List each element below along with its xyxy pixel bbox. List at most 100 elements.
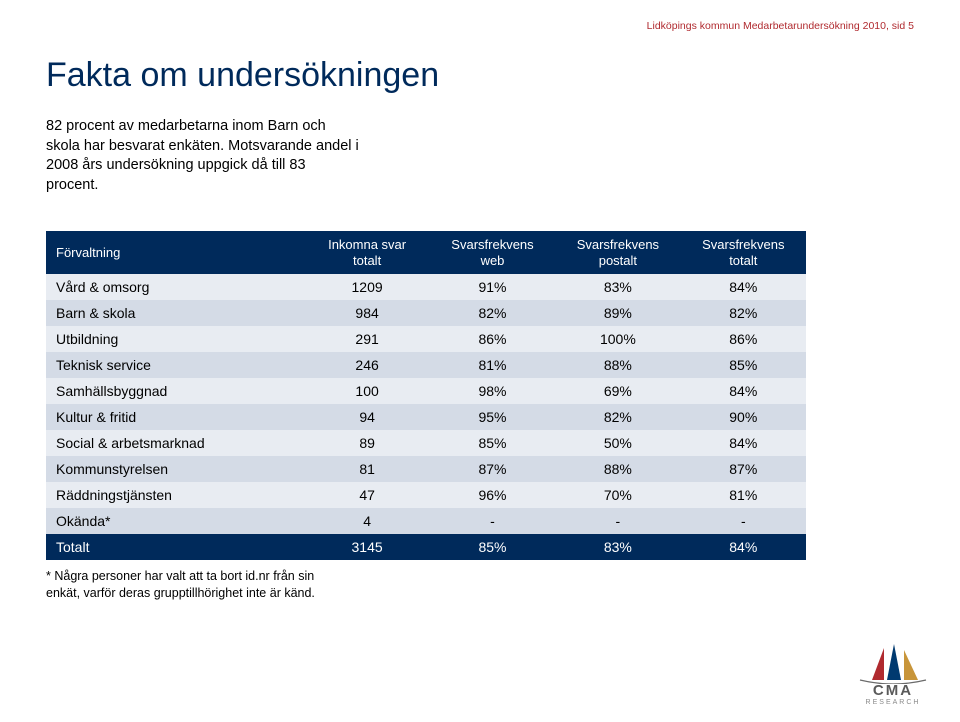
- table-row: Räddningstjänsten4796%70%81%: [46, 482, 806, 508]
- table-cell: Vård & omsorg: [46, 274, 304, 300]
- table-row: Barn & skola98482%89%82%: [46, 300, 806, 326]
- table-cell: 82%: [681, 300, 806, 326]
- table-cell: 984: [304, 300, 429, 326]
- table-cell: Samhällsbyggnad: [46, 378, 304, 404]
- table-cell: -: [430, 508, 555, 534]
- table-cell: 81%: [681, 482, 806, 508]
- col-header-text: Svarsfrekvens: [451, 237, 533, 252]
- table-cell: 84%: [681, 534, 806, 560]
- page-header-line: Lidköpings kommun Medarbetarundersökning…: [647, 20, 914, 32]
- table-cell: 83%: [555, 534, 680, 560]
- footnote-line: enkät, varför deras grupptillhörighet in…: [46, 586, 315, 600]
- sail-gold: [904, 650, 918, 680]
- table-cell: 89: [304, 430, 429, 456]
- table-cell: 88%: [555, 456, 680, 482]
- table-cell: 82%: [430, 300, 555, 326]
- col-header-text: Svarsfrekvens: [577, 237, 659, 252]
- intro-line: skola har besvarat enkäten. Motsvarande …: [46, 138, 359, 154]
- col-header-text: Inkomna svar: [328, 237, 406, 252]
- table-cell: 87%: [430, 456, 555, 482]
- table-cell: Kommunstyrelsen: [46, 456, 304, 482]
- intro-line: 82 procent av medarbetarna inom Barn och: [46, 118, 326, 134]
- table-cell: 98%: [430, 378, 555, 404]
- col-header-text: totalt: [353, 253, 381, 268]
- logo-subtext: RESEARCH: [854, 699, 932, 706]
- table-row: Okända*4---: [46, 508, 806, 534]
- table-row: Kommunstyrelsen8187%88%87%: [46, 456, 806, 482]
- col-header-text: Svarsfrekvens: [702, 237, 784, 252]
- footnote-line: * Några personer har valt att ta bort id…: [46, 569, 314, 583]
- table-cell: 88%: [555, 352, 680, 378]
- table-cell: 47: [304, 482, 429, 508]
- table-cell: 246: [304, 352, 429, 378]
- table-cell: -: [681, 508, 806, 534]
- table-cell: 94: [304, 404, 429, 430]
- col-header-web: Svarsfrekvens web: [430, 231, 555, 274]
- table-cell: 85%: [681, 352, 806, 378]
- table-cell: 291: [304, 326, 429, 352]
- table-cell: 4: [304, 508, 429, 534]
- col-header-postalt: Svarsfrekvens postalt: [555, 231, 680, 274]
- table-cell: 86%: [681, 326, 806, 352]
- slide-page: Lidköpings kommun Medarbetarundersökning…: [0, 0, 960, 722]
- table-cell: 50%: [555, 430, 680, 456]
- table-cell: 86%: [430, 326, 555, 352]
- table-cell: 89%: [555, 300, 680, 326]
- table-row: Vård & omsorg120991%83%84%: [46, 274, 806, 300]
- table-cell: Utbildning: [46, 326, 304, 352]
- table-head: Förvaltning Inkomna svar totalt Svarsfre…: [46, 231, 806, 274]
- cma-logo: CMA RESEARCH: [854, 644, 932, 706]
- table-row: Totalt314585%83%84%: [46, 534, 806, 560]
- table-cell: 90%: [681, 404, 806, 430]
- col-header-forvaltning: Förvaltning: [46, 231, 304, 274]
- logo-text: CMA: [854, 682, 932, 699]
- table-cell: 84%: [681, 378, 806, 404]
- table-cell: 100%: [555, 326, 680, 352]
- table-cell: 81%: [430, 352, 555, 378]
- table-cell: 70%: [555, 482, 680, 508]
- intro-line: procent.: [46, 177, 98, 193]
- table-footnote: * Några personer har valt att ta bort id…: [46, 568, 466, 601]
- table-cell: 81: [304, 456, 429, 482]
- table-cell: 84%: [681, 430, 806, 456]
- page-title: Fakta om undersökningen: [46, 56, 914, 95]
- col-header-inkomna: Inkomna svar totalt: [304, 231, 429, 274]
- col-header-totalt: Svarsfrekvens totalt: [681, 231, 806, 274]
- table-cell: 85%: [430, 430, 555, 456]
- table-cell: 82%: [555, 404, 680, 430]
- table-cell: 91%: [430, 274, 555, 300]
- table-cell: Räddningstjänsten: [46, 482, 304, 508]
- col-header-text: totalt: [729, 253, 757, 268]
- data-table-wrap: Förvaltning Inkomna svar totalt Svarsfre…: [46, 231, 806, 560]
- table-cell: 83%: [555, 274, 680, 300]
- table-cell: 85%: [430, 534, 555, 560]
- col-header-text: Förvaltning: [56, 245, 120, 260]
- table-row: Social & arbetsmarknad8985%50%84%: [46, 430, 806, 456]
- table-cell: Okända*: [46, 508, 304, 534]
- intro-line: 2008 års undersökning uppgick då till 83: [46, 157, 306, 173]
- table-body: Vård & omsorg120991%83%84%Barn & skola98…: [46, 274, 806, 560]
- table-cell: Barn & skola: [46, 300, 304, 326]
- table-cell: 96%: [430, 482, 555, 508]
- table-cell: 3145: [304, 534, 429, 560]
- table-row: Teknisk service24681%88%85%: [46, 352, 806, 378]
- table-cell: 1209: [304, 274, 429, 300]
- sail-icon: [854, 644, 932, 684]
- table-row: Kultur & fritid9495%82%90%: [46, 404, 806, 430]
- table-cell: Totalt: [46, 534, 304, 560]
- table-row: Utbildning29186%100%86%: [46, 326, 806, 352]
- table-cell: 100: [304, 378, 429, 404]
- table-row: Samhällsbyggnad10098%69%84%: [46, 378, 806, 404]
- table-cell: Teknisk service: [46, 352, 304, 378]
- table-cell: -: [555, 508, 680, 534]
- table-cell: 95%: [430, 404, 555, 430]
- col-header-text: web: [481, 253, 505, 268]
- data-table: Förvaltning Inkomna svar totalt Svarsfre…: [46, 231, 806, 560]
- intro-paragraph: 82 procent av medarbetarna inom Barn och…: [46, 117, 506, 195]
- table-cell: 87%: [681, 456, 806, 482]
- col-header-text: postalt: [599, 253, 637, 268]
- table-cell: 84%: [681, 274, 806, 300]
- sail-red: [872, 648, 884, 680]
- table-cell: Kultur & fritid: [46, 404, 304, 430]
- sail-blue: [887, 644, 901, 680]
